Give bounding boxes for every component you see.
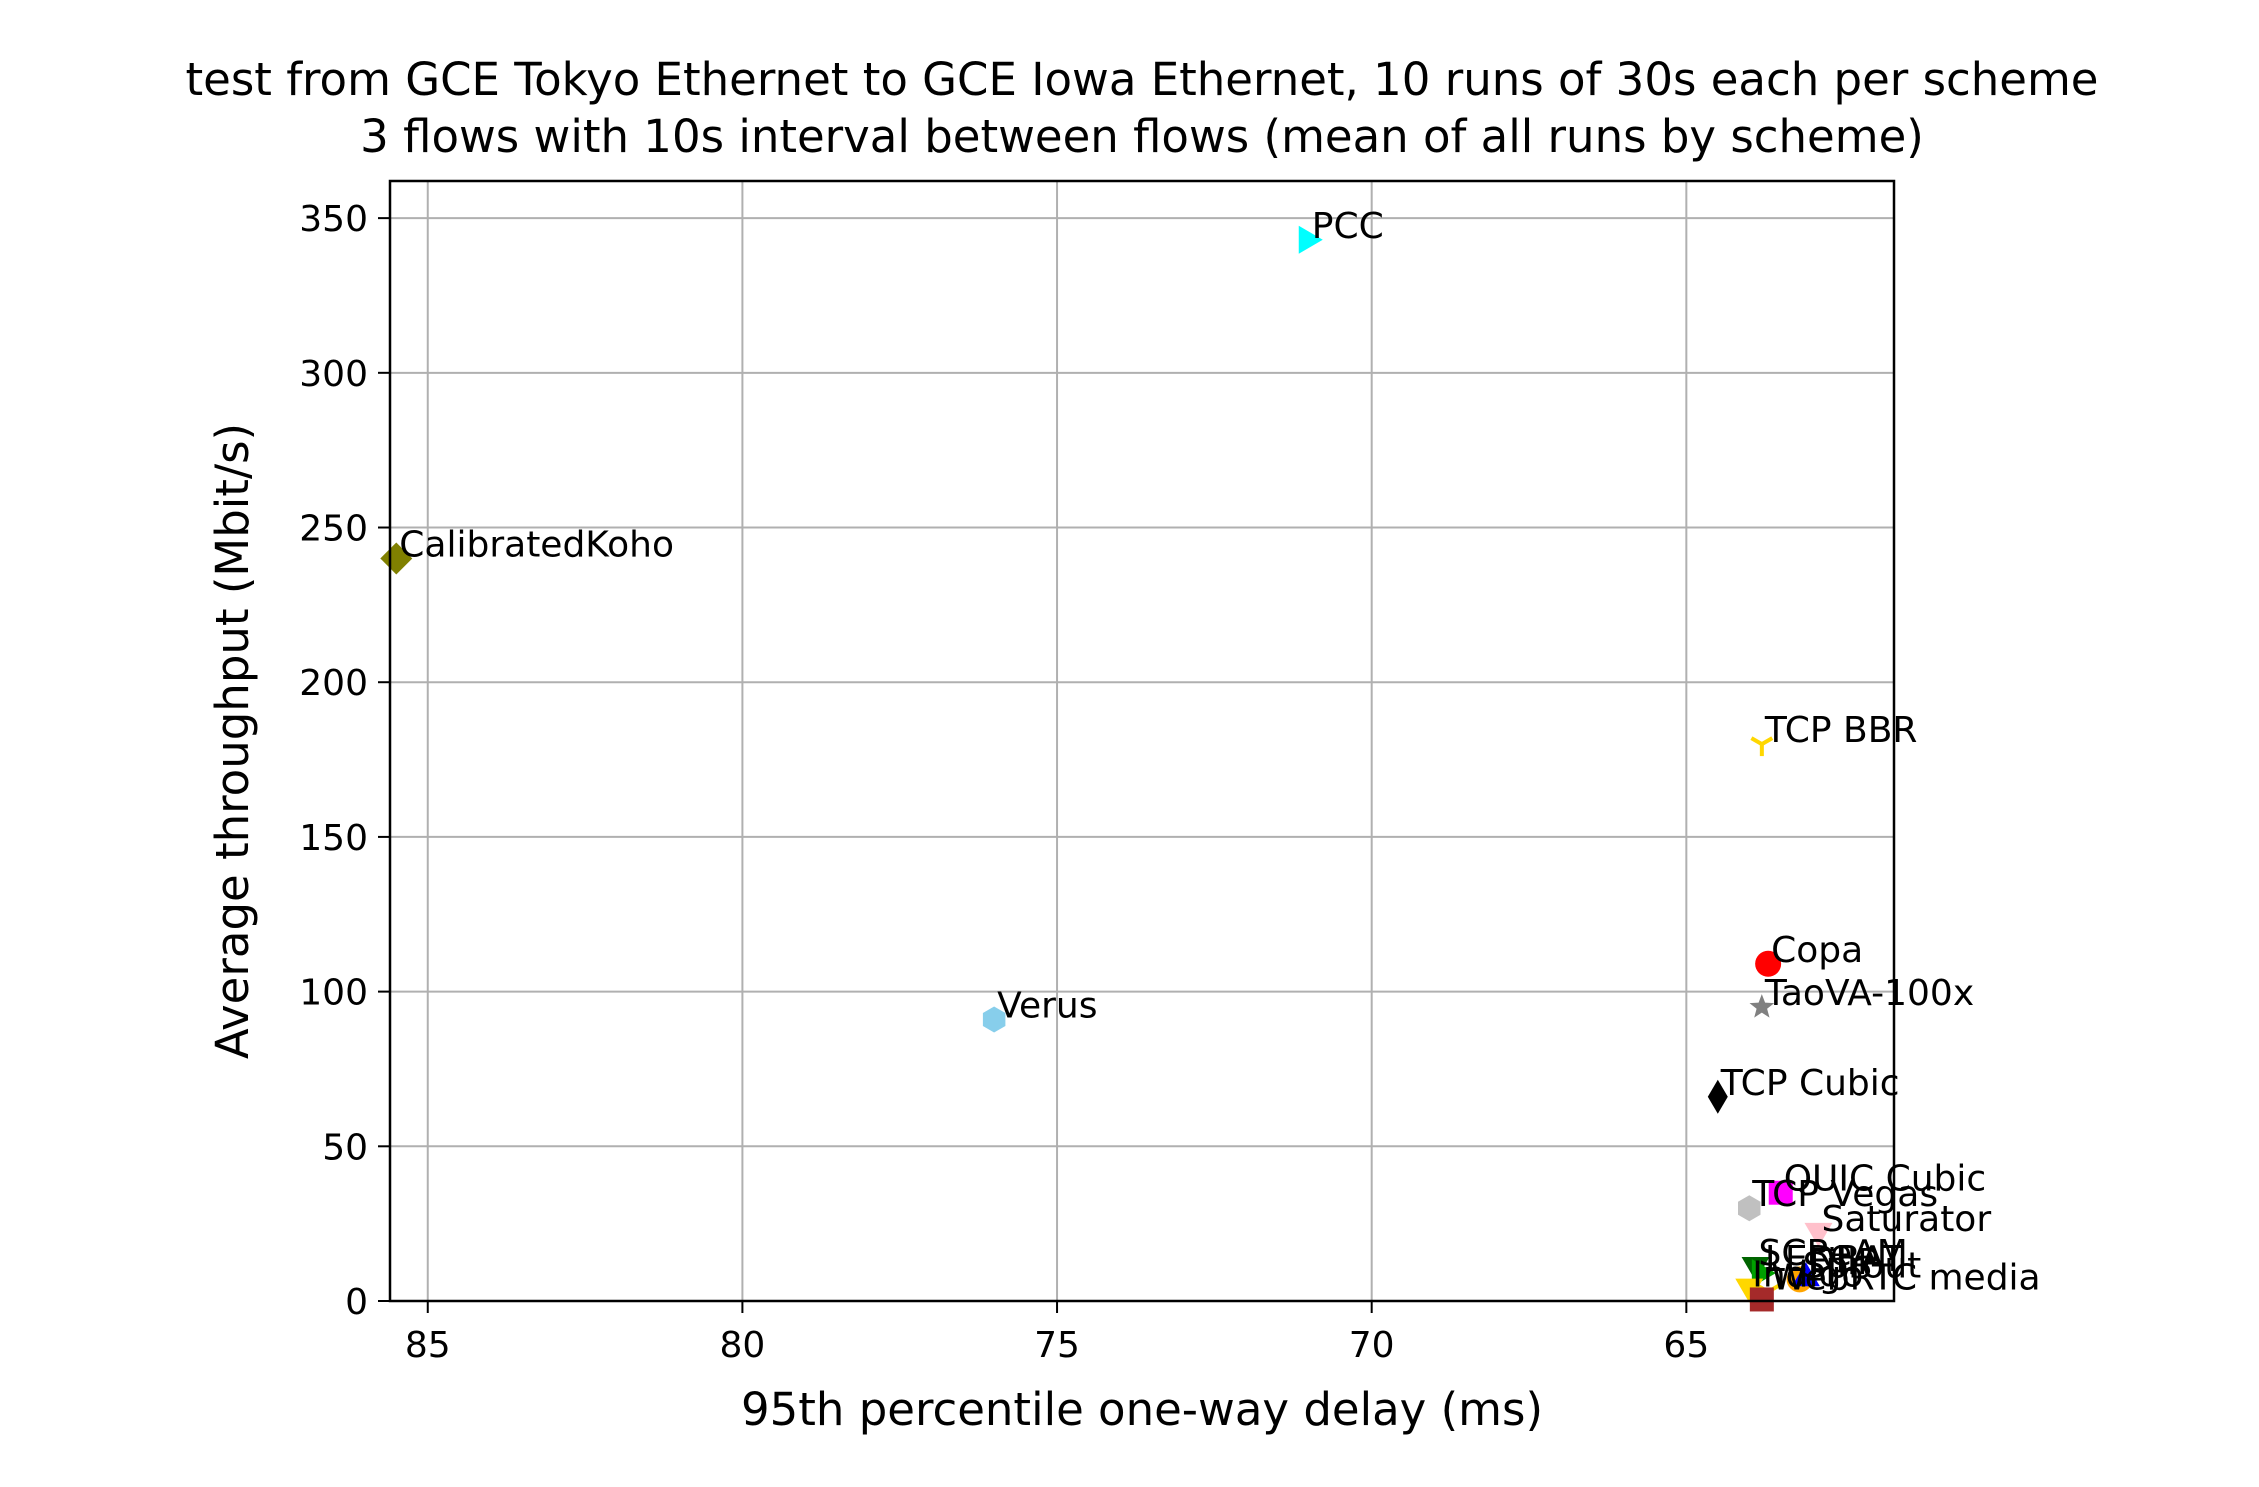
point-label: LEDBAT (1765, 1239, 1905, 1280)
data-point (1735, 1278, 1764, 1303)
point-label: Copa (1771, 930, 1863, 971)
data-point (380, 542, 413, 575)
data-point (1749, 994, 1775, 1018)
point-label: TaoVA-100x (1764, 973, 1974, 1014)
data-point (1755, 950, 1782, 977)
data-point (1738, 1195, 1761, 1222)
y-tick-label: 150 (299, 818, 368, 859)
data-point (1298, 225, 1323, 254)
chart-title: test from GCE Tokyo Ethernet to GCE Iowa… (185, 53, 2098, 106)
point-label: TCP Vegas (1751, 1174, 1938, 1215)
x-tick-label: 75 (1034, 1325, 1080, 1366)
point-label: Sprout (1803, 1245, 1922, 1286)
y-tick-label: 50 (322, 1127, 368, 1168)
y-axis-label: Average throughput (Mbit/s) (206, 423, 259, 1059)
point-label: SCReAM (1759, 1233, 1908, 1274)
grid (390, 181, 1894, 1302)
data-point (1791, 1262, 1820, 1287)
point-label: PCC (1312, 206, 1384, 247)
data-point (1749, 1287, 1774, 1312)
point-label: Indigo (1752, 1255, 1863, 1296)
data-point (1804, 1222, 1833, 1247)
y-tick-label: 200 (299, 663, 368, 704)
chart-subtitle: 3 flows with 10s interval between flows … (360, 110, 1924, 163)
data-point (1750, 736, 1774, 757)
data-points (380, 225, 1833, 1312)
point-label: CalibratedKoho (399, 524, 674, 565)
data-point (982, 1006, 1006, 1033)
y-tick-label: 100 (299, 973, 368, 1014)
data-point (1707, 1079, 1728, 1114)
point-label: TCP Cubic (1720, 1063, 1900, 1104)
point-label: Saturator (1821, 1199, 1991, 1240)
point-label: WebRTC media (1771, 1258, 2040, 1299)
y-tick-label: 250 (299, 509, 368, 550)
x-tick-label: 65 (1663, 1325, 1709, 1366)
plot-area-frame (388, 179, 1896, 1303)
x-tick-label: 85 (405, 1325, 451, 1366)
x-tick-label: 70 (1349, 1325, 1395, 1366)
point-label: TCP BBR (1764, 710, 1918, 751)
axis-ticks: 85 80 75 70 65 0 50 100 150 200 250 300 350 (299, 199, 1709, 1366)
x-axis-label: 95th percentile one-way delay (ms) (741, 1383, 1543, 1436)
point-label: QUIC Cubic (1784, 1159, 1986, 1200)
y-tick-label: 350 (299, 199, 368, 240)
y-tick-label: 300 (299, 354, 368, 395)
point-label: Verus (997, 985, 1097, 1026)
y-tick-label: 0 (345, 1282, 368, 1323)
point-label: FillP (1809, 1242, 1879, 1283)
data-point (1768, 1180, 1793, 1205)
x-tick-label: 80 (719, 1325, 765, 1366)
